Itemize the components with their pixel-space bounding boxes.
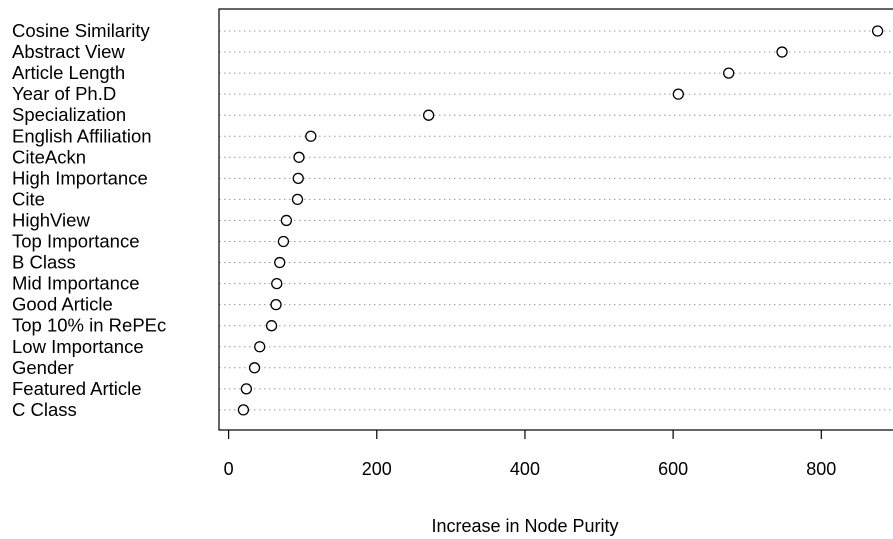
- data-point: [292, 172, 304, 185]
- x-tick-label: 400: [510, 459, 540, 479]
- category-label: Specialization: [12, 104, 126, 125]
- category-label: B Class: [12, 252, 76, 273]
- data-point: [240, 383, 253, 395]
- data-point: [723, 67, 735, 79]
- data-point: [270, 298, 282, 311]
- x-tick-label: 200: [362, 459, 392, 479]
- data-point: [277, 235, 290, 248]
- category-label: HighView: [12, 209, 90, 230]
- category-label: Top 10% in RePEc: [12, 315, 166, 336]
- category-label: Cosine Similarity: [12, 20, 151, 41]
- data-point: [305, 130, 317, 142]
- category-label: Low Importance: [12, 336, 144, 357]
- data-point: [254, 341, 266, 353]
- data-point: [271, 277, 283, 290]
- data-point: [280, 214, 293, 227]
- x-tick-label: 800: [806, 459, 836, 479]
- category-label: Good Article: [12, 294, 113, 315]
- category-label: High Importance: [12, 167, 148, 188]
- category-label: CiteAckn: [12, 146, 86, 167]
- category-label: Year of Ph.D: [12, 83, 116, 104]
- plot-frame: [218, 8, 893, 431]
- data-point: [237, 404, 250, 416]
- data-point: [422, 109, 435, 121]
- data-point: [274, 256, 286, 269]
- data-point: [672, 88, 684, 100]
- category-label: Cite: [12, 188, 45, 209]
- category-label: Gender: [12, 357, 74, 378]
- category-label: C Class: [12, 399, 77, 420]
- x-tick-label: 600: [658, 459, 688, 479]
- data-points: [237, 25, 884, 416]
- x-axis: 0 200 400 600 800: [224, 430, 836, 479]
- x-axis-label: Increase in Node Purity: [431, 516, 618, 536]
- category-label: Article Length: [12, 62, 125, 83]
- category-label: Mid Importance: [12, 273, 140, 294]
- category-label: Top Importance: [12, 231, 140, 252]
- data-point: [776, 46, 788, 58]
- x-tick-label: 0: [224, 459, 234, 479]
- category-label: Abstract View: [12, 41, 125, 62]
- data-point: [293, 151, 305, 163]
- data-point: [871, 25, 884, 37]
- category-label: Featured Article: [12, 378, 142, 399]
- grid-lines: [219, 30, 893, 411]
- data-point: [248, 362, 261, 374]
- category-label: English Affiliation: [12, 125, 152, 146]
- data-point: [291, 193, 304, 206]
- data-point: [265, 320, 278, 332]
